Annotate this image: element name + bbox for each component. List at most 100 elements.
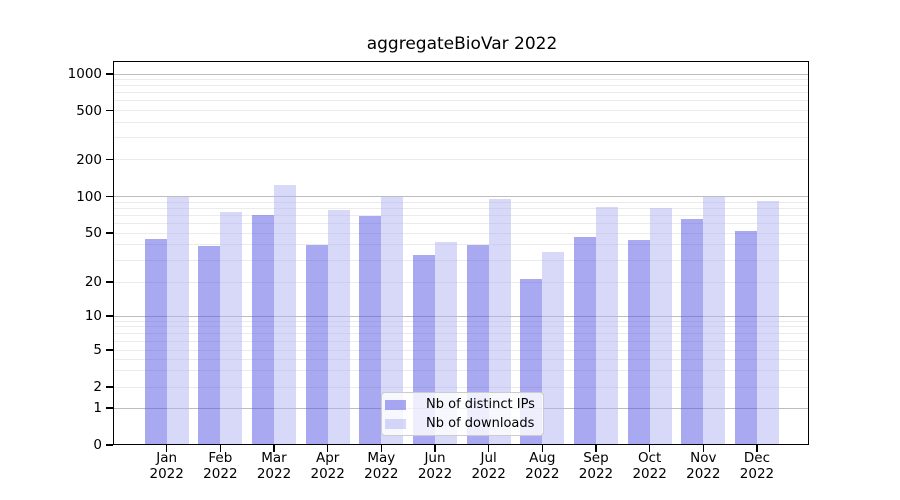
x-tick-label: Jan 2022	[149, 450, 184, 482]
bar-distinct-ips-feb	[198, 246, 221, 445]
bar-distinct-ips-apr	[305, 244, 328, 445]
gridline-minor	[113, 232, 809, 234]
gridline-minor	[113, 214, 809, 216]
bar-downloads-jul	[488, 199, 511, 445]
legend-label: Nb of distinct IPs	[426, 397, 535, 412]
bar-distinct-ips-oct	[627, 239, 650, 445]
legend-item-downloads: Nb of downloads	[385, 414, 537, 433]
bar-distinct-ips-sep	[573, 237, 596, 445]
y-tick-label: 200	[76, 151, 102, 168]
x-tick	[380, 445, 383, 452]
bar-distinct-ips-jan	[144, 238, 167, 445]
y-tick-label: 1000	[67, 66, 102, 82]
gridline-minor	[113, 201, 809, 203]
gridline-minor	[113, 370, 809, 372]
y-tick	[106, 386, 113, 388]
x-tick-label: Sep 2022	[578, 450, 614, 482]
gridline-minor	[113, 79, 809, 81]
gridline-minor	[113, 358, 809, 360]
x-tick	[434, 445, 436, 452]
gridline-minor	[113, 85, 809, 87]
bar-downloads-may	[381, 196, 404, 445]
y-tick	[106, 281, 113, 283]
x-tick	[165, 445, 168, 452]
gridline-minor	[113, 386, 809, 388]
bar-downloads-sep	[595, 206, 618, 445]
y-tick	[106, 315, 113, 317]
y-tick-label: 1	[93, 400, 102, 416]
gridline-minor	[113, 259, 809, 261]
gridline-minor	[113, 244, 809, 246]
bar-downloads-dec	[756, 201, 779, 445]
x-tick	[326, 445, 329, 452]
y-tick-label: 500	[76, 102, 102, 119]
y-tick-label: 10	[84, 308, 102, 324]
y-tick-label: 100	[76, 188, 102, 205]
x-tick	[273, 445, 275, 452]
y-tick	[106, 232, 113, 234]
y-tick	[106, 109, 113, 112]
distinct-ips-swatch	[385, 399, 406, 410]
bar-distinct-ips-nov	[681, 219, 704, 445]
gridline-minor	[113, 222, 809, 224]
gridline-minor	[113, 207, 809, 209]
y-tick	[106, 73, 113, 75]
x-tick-label: Jun 2022	[417, 450, 453, 482]
legend: Nb of distinct IPs Nb of downloads	[381, 392, 544, 436]
bar-downloads-jan	[166, 196, 189, 445]
x-tick-label: Apr 2022	[310, 450, 345, 482]
gridline-minor	[113, 340, 809, 342]
gridline-minor	[113, 137, 809, 139]
gridline-minor	[113, 121, 809, 123]
gridline-minor	[113, 100, 809, 102]
bar-downloads-mar	[274, 184, 297, 445]
x-tick-label: Mar 2022	[256, 450, 292, 482]
bar-downloads-nov	[703, 196, 726, 445]
y-tick	[106, 195, 113, 198]
bar-downloads-feb	[220, 211, 243, 445]
gridline-minor	[113, 320, 809, 322]
chart-title: aggregateBioVar 2022	[366, 34, 558, 54]
y-tick-label: 20	[84, 274, 102, 290]
x-tick	[702, 445, 705, 452]
x-tick	[541, 445, 544, 452]
gridline-major	[113, 315, 809, 317]
x-tick-label: May 2022	[364, 450, 399, 482]
y-tick-label: 5	[93, 342, 102, 358]
bar-downloads-aug	[542, 252, 565, 445]
x-tick-label: Jul 2022	[471, 450, 506, 482]
gridline-minor	[113, 92, 809, 94]
gridline-minor	[113, 349, 809, 351]
x-tick-label: Aug 2022	[525, 450, 560, 482]
y-tick-label: 0	[93, 437, 102, 453]
y-tick	[106, 349, 113, 351]
x-tick	[756, 445, 758, 452]
y-tick	[106, 444, 113, 446]
y-tick	[106, 158, 113, 161]
y-tick	[106, 407, 113, 409]
bar-downloads-oct	[649, 208, 672, 445]
x-tick-label: Nov 2022	[686, 450, 721, 482]
gridline-minor	[113, 281, 809, 283]
gridline-minor	[113, 110, 809, 111]
bar-distinct-ips-may	[359, 216, 382, 445]
legend-label: Nb of downloads	[426, 416, 535, 431]
gridline-minor	[113, 332, 809, 334]
downloads-swatch	[385, 418, 406, 429]
x-tick-label: Feb 2022	[203, 450, 238, 482]
gridline-minor	[113, 159, 809, 160]
bar-distinct-ips-dec	[734, 230, 757, 445]
legend-item-distinct-ips: Nb of distinct IPs	[385, 395, 537, 414]
gridline-minor	[113, 326, 809, 328]
y-tick-label: 50	[84, 225, 102, 241]
bar-distinct-ips-mar	[252, 215, 275, 445]
x-tick	[487, 445, 490, 452]
y-tick-label: 2	[93, 379, 102, 395]
bar-downloads-apr	[327, 209, 350, 445]
x-tick	[648, 445, 651, 452]
x-tick	[219, 445, 222, 452]
x-tick-label: Oct 2022	[632, 450, 667, 482]
x-tick-label: Dec 2022	[739, 450, 775, 482]
gridline-major	[113, 73, 809, 75]
